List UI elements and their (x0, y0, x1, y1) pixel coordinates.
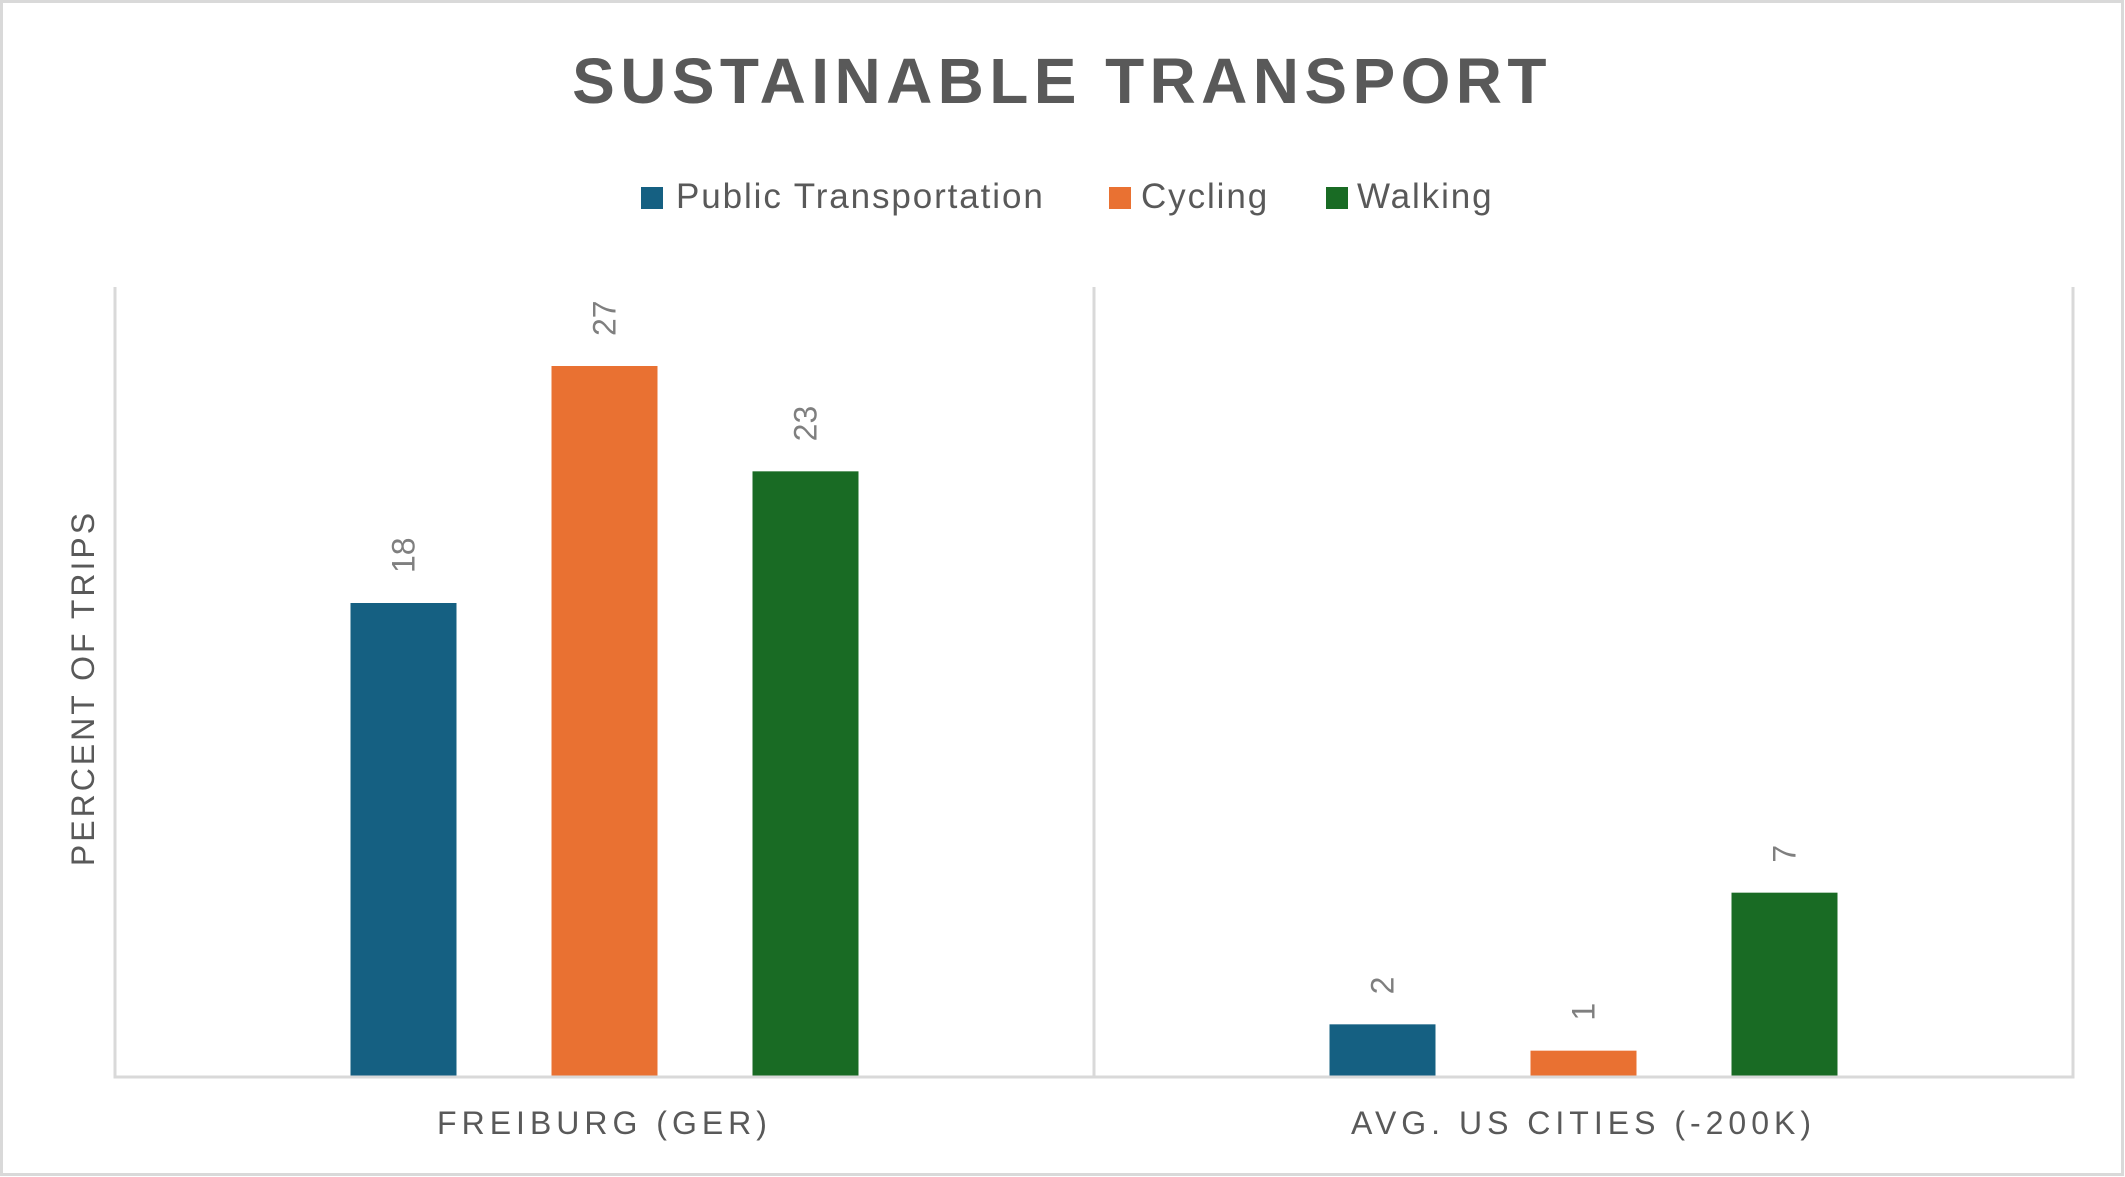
x-tick-label-freiburg: FREIBURG (GER) (437, 1105, 772, 1141)
legend-swatch-walking (1326, 187, 1348, 209)
legend-label-cycling: Cycling (1141, 177, 1269, 216)
data-label-walking-avg-us-cities-200k: 7 (1767, 845, 1803, 863)
category-divider-lines (113, 287, 2075, 1077)
data-label-cycling-avg-us-cities-200k: 1 (1566, 1003, 1602, 1021)
bar-walking-avg-us-cities-200k (1731, 892, 1838, 1077)
bar-cycling-avg-us-cities-200k (1530, 1050, 1637, 1077)
bars (350, 366, 1838, 1077)
legend-label-public-transportation: Public Transportation (676, 177, 1045, 216)
x-tick-label-avg-us-cities: AVG. US CITIES (-200K) (1351, 1105, 1816, 1141)
legend: Public Transportation Cycling Walking (641, 177, 1493, 216)
legend-item-cycling[interactable]: Cycling (1109, 177, 1269, 216)
y-axis-title: PERCENT OF TRIPS (65, 510, 101, 866)
bar-public-transportation-freiburg-ger (350, 603, 457, 1077)
chart-title: SUSTAINABLE TRANSPORT (572, 45, 1552, 117)
plot-area: 18 27 23 2 1 7 (113, 287, 2075, 1079)
legend-swatch-public-transportation (641, 187, 663, 209)
bar-public-transportation-avg-us-cities-200k (1329, 1024, 1436, 1077)
x-axis-tick-labels: FREIBURG (GER) AVG. US CITIES (-200K) (437, 1105, 1816, 1141)
legend-item-public-transportation[interactable]: Public Transportation (641, 177, 1045, 216)
legend-label-walking: Walking (1357, 177, 1493, 216)
bar-cycling-freiburg-ger (551, 366, 658, 1077)
data-label-public-transportation-freiburg-ger: 18 (386, 537, 422, 573)
legend-swatch-cycling (1109, 187, 1131, 209)
data-labels: 18 27 23 2 1 7 (386, 300, 1803, 1020)
bar-walking-freiburg-ger (752, 471, 859, 1077)
data-label-walking-freiburg-ger: 23 (788, 406, 824, 442)
data-label-public-transportation-avg-us-cities-200k: 2 (1365, 977, 1401, 995)
legend-item-walking[interactable]: Walking (1326, 177, 1493, 216)
data-label-cycling-freiburg-ger: 27 (587, 300, 623, 336)
